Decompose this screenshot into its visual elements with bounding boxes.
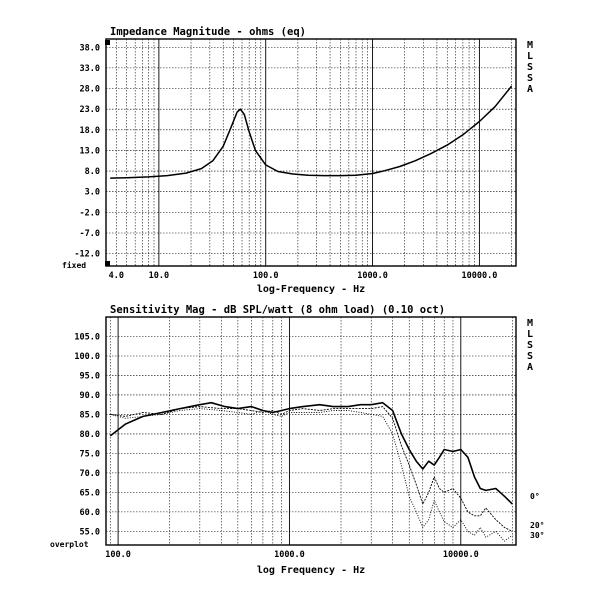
x-tick-label: 4.0: [109, 271, 124, 281]
y-tick-label: 38.0: [80, 43, 100, 53]
series-line-1: [109, 401, 513, 505]
y-tick-label: 80.0: [80, 430, 100, 440]
x-tick-label: 100.0: [105, 550, 131, 560]
y-tick-label: 3.0: [85, 188, 100, 198]
y-tick-label: 60.0: [80, 508, 100, 518]
series-group: [109, 401, 513, 542]
chart-title: Impedance Magnitude - ohms (eq): [110, 26, 306, 38]
side-label-char: L: [527, 329, 533, 340]
y-tick-label: 13.0: [80, 146, 100, 156]
x-tick-label: 10000.0: [461, 271, 497, 281]
x-tick-label: 10000.0: [443, 550, 479, 560]
y-tick-label: 33.0: [80, 64, 100, 74]
side-label-char: L: [527, 51, 533, 62]
y-tick-label: 70.0: [80, 469, 100, 479]
x-axis-label: log Frequency - Hz: [257, 565, 365, 576]
series-group: [110, 85, 513, 179]
side-label-char: S: [527, 62, 533, 73]
y-tick-label: 55.0: [80, 527, 100, 537]
side-label-char: M: [527, 318, 533, 329]
y-tick-label: -2.0: [80, 208, 100, 218]
x-tick-label: 1000.0: [274, 550, 305, 560]
sensitivity-chart: Sensitivity Mag - dB SPL/watt (8 ohm loa…: [50, 304, 544, 576]
angle-label: 30°: [530, 531, 544, 540]
side-label-char: M: [527, 40, 533, 51]
y-tick-label: 23.0: [80, 105, 100, 115]
side-label-char: S: [527, 351, 533, 362]
series-line-1: [110, 85, 513, 179]
x-tick-labels: 100.0 1000.0 10000.0: [105, 550, 478, 560]
y-tick-label: -12.0: [74, 250, 100, 260]
angle-label: 0°: [530, 492, 540, 501]
marker-square: [105, 40, 110, 45]
y-tick-label: 90.0: [80, 391, 100, 401]
chart-title: Sensitivity Mag - dB SPL/watt (8 ohm loa…: [110, 304, 445, 316]
side-label-char: A: [527, 362, 533, 373]
plot-frame: [105, 316, 517, 546]
side-label-char: S: [527, 340, 533, 351]
marker-square: [105, 261, 110, 266]
x-axis-label: log-Frequency - Hz: [257, 284, 365, 295]
x-tick-labels: 4.0 10.0 100.0 1000.0 10000.0: [109, 271, 498, 281]
y-tick-label: 75.0: [80, 449, 100, 459]
x-tick-label: 10.0: [149, 271, 169, 281]
side-label-char: A: [527, 84, 533, 95]
corner-label: fixed: [62, 260, 86, 270]
y-tick-label: 85.0: [80, 410, 100, 420]
series-line-2: [110, 406, 513, 532]
y-tick-label: 28.0: [80, 85, 100, 95]
side-label-char: S: [527, 73, 533, 84]
angle-labels: 0° 20°30°: [530, 492, 544, 540]
y-tick-label: -7.0: [80, 229, 100, 239]
angle-label: 20°: [530, 521, 544, 530]
y-tick-label: 8.0: [85, 167, 100, 177]
impedance-chart: Impedance Magnitude - ohms (eq) 38.0 33.0…: [62, 26, 533, 295]
y-tick-label: 65.0: [80, 488, 100, 498]
corner-label: overplot: [50, 540, 89, 549]
y-tick-label: 100.0: [74, 352, 100, 362]
y-tick-label: 18.0: [80, 126, 100, 136]
y-tick-labels: 38.0 33.0 28.0 23.0 18.0 13.0 8.0 3.0 -2.0 -7.0 -1…: [74, 43, 100, 259]
grid: [106, 39, 516, 266]
series-line-3: [110, 408, 513, 542]
x-tick-label: 100.0: [253, 271, 279, 281]
y-tick-label: 95.0: [80, 371, 100, 381]
y-tick-label: 105.0: [74, 332, 100, 342]
grid: [106, 317, 516, 545]
plot-frame: [105, 38, 517, 267]
x-tick-label: 1000.0: [357, 271, 388, 281]
y-tick-labels: 105.0 100.0 95.0 90.0 85.0 80.0 75.0 70.0 65.0 60…: [74, 332, 100, 537]
